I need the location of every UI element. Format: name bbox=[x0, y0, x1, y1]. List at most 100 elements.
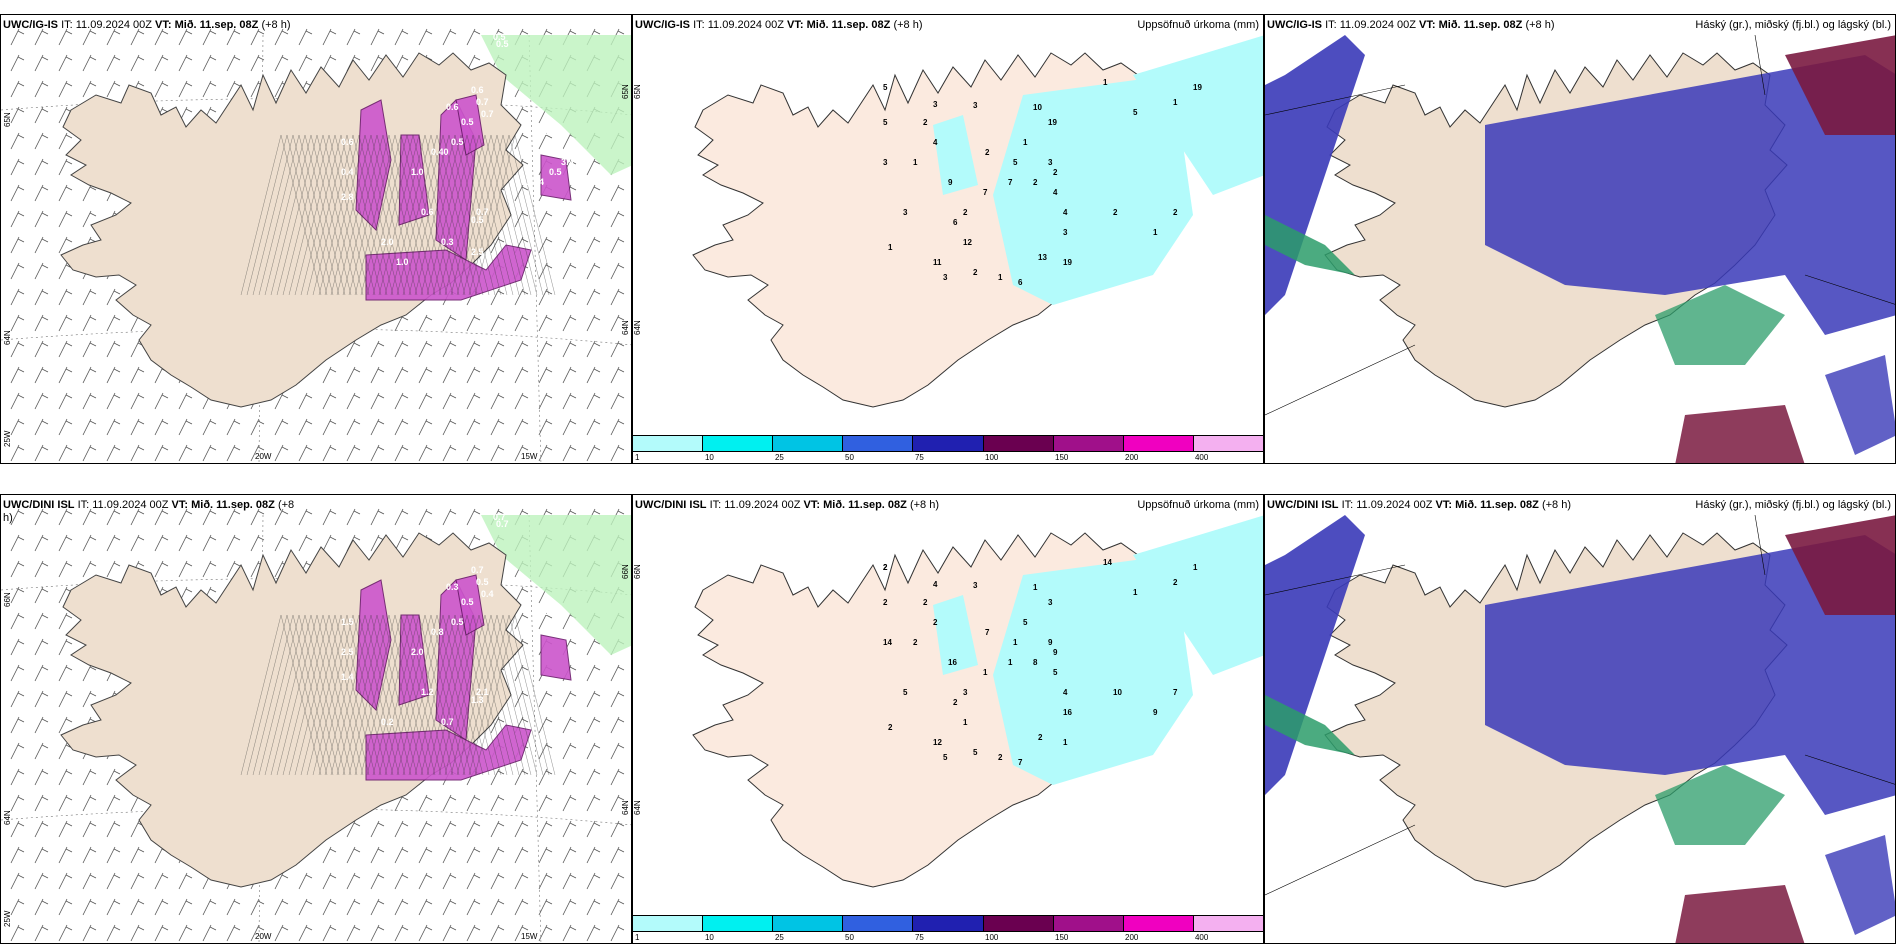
value-label: 0.5 bbox=[461, 117, 474, 127]
legend-swatch bbox=[1193, 436, 1263, 451]
value-label: 0.6 bbox=[471, 85, 484, 95]
value-label: 14 bbox=[1103, 558, 1112, 567]
precip-legend: 1 10 25 50 75 100 150 200 400 bbox=[633, 435, 1263, 463]
value-label: 0.5 bbox=[471, 215, 484, 225]
panel-subtitle: Uppsöfnuð úrkoma (mm) bbox=[1137, 19, 1259, 31]
value-label: 0.3 bbox=[441, 237, 454, 247]
legend-tick: 25 bbox=[774, 933, 784, 942]
value-label: 2 bbox=[1113, 208, 1118, 217]
value-label: 3 bbox=[973, 581, 978, 590]
value-label: 1 bbox=[1013, 638, 1018, 647]
value-label: 5 bbox=[883, 118, 888, 127]
legend-swatch bbox=[983, 436, 1054, 451]
value-label: 1 bbox=[888, 243, 893, 252]
value-label: 0.9 bbox=[536, 127, 549, 137]
value-label: 7 bbox=[1173, 688, 1178, 697]
value-label: 6 bbox=[1018, 278, 1023, 287]
axis-lat-right-2: 64N bbox=[621, 320, 630, 335]
value-label: 2.0 bbox=[411, 647, 424, 657]
snow-area bbox=[355, 579, 392, 712]
snow-area bbox=[365, 244, 532, 301]
axis-lat-right-1: 65N bbox=[621, 84, 630, 99]
value-label: 10 bbox=[1113, 688, 1122, 697]
legend-tick: 10 bbox=[704, 933, 714, 942]
value-label: 19 bbox=[1063, 258, 1072, 267]
value-label: 0.4 bbox=[341, 167, 354, 177]
legend-swatch bbox=[843, 436, 914, 451]
value-label: 7 bbox=[1018, 758, 1023, 767]
panel-subtitle: Uppsöfnuð úrkoma (mm) bbox=[1137, 499, 1259, 511]
value-label: 19 bbox=[1048, 118, 1057, 127]
axis-lon-15w: 15W bbox=[521, 452, 538, 461]
value-label: 1.0 bbox=[411, 167, 424, 177]
value-label: 0.7 bbox=[476, 207, 489, 217]
value-label: 0.6 bbox=[341, 137, 354, 147]
panel-title: UWC/IG-IS IT: 11.09.2024 00Z VT: Mið. 11… bbox=[3, 19, 291, 31]
value-label: 0.4 bbox=[521, 177, 534, 187]
legend-tick: 50 bbox=[845, 933, 854, 942]
value-label: 9 bbox=[1048, 638, 1053, 647]
value-label: 5 bbox=[943, 753, 948, 762]
value-label: 0.6 bbox=[421, 207, 434, 217]
value-label: 1 bbox=[913, 158, 918, 167]
value-label: 3 bbox=[933, 100, 938, 109]
cloud-map bbox=[1265, 514, 1895, 943]
axis-lat-right-1: 66N bbox=[621, 564, 630, 579]
snow-area bbox=[455, 94, 485, 156]
value-label: 1.5 bbox=[341, 617, 354, 627]
axis-lat-left-2: 64N bbox=[3, 330, 12, 345]
legend-tick: 100 bbox=[985, 933, 999, 942]
legend-swatch bbox=[1053, 916, 1124, 931]
panel-title: UWC/IG-IS IT: 11.09.2024 00Z VT: Mið. 11… bbox=[1267, 19, 1555, 31]
panel-wind-uwc-ig-is: UWC/IG-IS IT: 11.09.2024 00Z VT: Mið. 11… bbox=[0, 14, 632, 464]
axis-lat-right-2: 64N bbox=[633, 320, 642, 335]
value-label: 2 bbox=[1033, 178, 1038, 187]
precip-map: 224 3 137591221289141613552124125521107216… bbox=[692, 515, 1263, 888]
value-label: 0.7 bbox=[496, 519, 509, 529]
panel-precip-uwc-ig-is: UWC/IG-IS IT: 11.09.2024 00Z VT: Mið. 11… bbox=[632, 14, 1264, 464]
legend-swatch bbox=[1123, 916, 1194, 931]
value-label: 2 bbox=[933, 618, 938, 627]
panel-cloud-uwc-ig-is: UWC/IG-IS IT: 11.09.2024 00Z VT: Mið. 11… bbox=[1264, 14, 1896, 464]
precip-map: 523 3 101921375451223972436121411321192613… bbox=[692, 35, 1263, 408]
value-label: 6 bbox=[953, 218, 958, 227]
value-label: 1 bbox=[1153, 228, 1158, 237]
value-label: 3 bbox=[1063, 228, 1068, 237]
value-label: 2.5 bbox=[471, 247, 484, 257]
value-label: 10 bbox=[1033, 103, 1042, 112]
value-label: 2 bbox=[883, 563, 888, 572]
value-label: 5 bbox=[1133, 108, 1138, 117]
value-label: 0.4 bbox=[481, 589, 494, 599]
value-label: 0.5 bbox=[451, 137, 464, 147]
value-label: 5 bbox=[883, 83, 888, 92]
value-label: 1 bbox=[1023, 138, 1028, 147]
legend-swatch bbox=[1123, 436, 1194, 451]
value-label: 0.7 bbox=[493, 512, 506, 522]
value-label: 2 bbox=[953, 698, 958, 707]
value-label: 1 bbox=[983, 668, 988, 677]
value-label: 0.8 bbox=[431, 627, 444, 637]
panel-subtitle: Háský (gr.), miðský (fj.bl.) og lágský (… bbox=[1695, 499, 1891, 511]
value-label: 1 bbox=[1033, 583, 1038, 592]
value-label: 12 bbox=[963, 238, 972, 247]
value-label: 1.2 bbox=[421, 687, 434, 697]
value-label: 0.5 bbox=[451, 617, 464, 627]
value-label: 9 bbox=[948, 178, 953, 187]
value-label: 1.0 bbox=[396, 257, 409, 267]
value-label: 13 bbox=[1038, 253, 1047, 262]
axis-lat-left-2: 64N bbox=[3, 810, 12, 825]
axis-lon-15w: 15W bbox=[521, 932, 538, 941]
value-label: 0.2 bbox=[381, 717, 394, 727]
legend-swatch bbox=[843, 916, 914, 931]
axis-lon-20w: 20W bbox=[255, 452, 272, 461]
value-label: 5 bbox=[1053, 668, 1058, 677]
value-label: 0.40 bbox=[431, 147, 449, 157]
axis-lat-right-1: 65N bbox=[633, 84, 642, 99]
legend-swatch bbox=[703, 436, 774, 451]
legend-tick: 50 bbox=[845, 453, 854, 462]
panel-precip-uwc-dini-isl: UWC/DINI ISL IT: 11.09.2024 00Z VT: Mið.… bbox=[632, 494, 1264, 944]
value-label: 0.7 bbox=[441, 717, 454, 727]
value-label: 8 bbox=[1033, 658, 1038, 667]
axis-lat-left-3: 25W bbox=[3, 430, 12, 447]
value-label: 0.6 bbox=[446, 102, 459, 112]
